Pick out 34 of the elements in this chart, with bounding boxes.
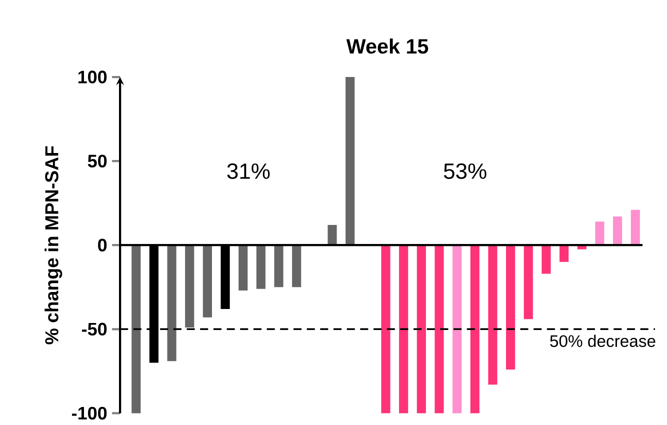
y-tick-label: -50 xyxy=(82,322,107,336)
bar xyxy=(595,221,604,246)
bar xyxy=(238,245,248,290)
y-tick-label: 50 xyxy=(88,154,107,168)
bar xyxy=(524,245,533,319)
bar xyxy=(630,210,640,246)
chart-title: Week 15 xyxy=(346,38,428,54)
bar xyxy=(167,245,176,361)
y-tick-label: 100 xyxy=(78,70,107,84)
bar xyxy=(346,76,355,246)
y-tick-label: 0 xyxy=(98,238,107,252)
bar xyxy=(399,245,408,414)
bar xyxy=(488,245,498,385)
y-axis-title: % change in MPN-SAF xyxy=(44,146,62,344)
bar xyxy=(542,245,551,274)
bar xyxy=(452,245,462,414)
bar xyxy=(416,245,426,414)
bar xyxy=(434,245,444,414)
ref-line-label: 50% decrease xyxy=(550,334,656,347)
bar xyxy=(256,245,266,289)
bar xyxy=(292,245,302,288)
bar xyxy=(613,216,622,246)
bar xyxy=(202,245,212,318)
bar xyxy=(274,245,284,288)
bar xyxy=(185,245,194,328)
annotation: 31% xyxy=(227,163,270,179)
annotation: 53% xyxy=(444,163,486,179)
y-tick-label: -100 xyxy=(72,406,107,420)
bar xyxy=(328,224,337,246)
bar xyxy=(381,245,390,414)
bar xyxy=(506,245,516,370)
bar xyxy=(560,245,569,262)
bar xyxy=(470,245,480,414)
bar xyxy=(132,245,141,414)
